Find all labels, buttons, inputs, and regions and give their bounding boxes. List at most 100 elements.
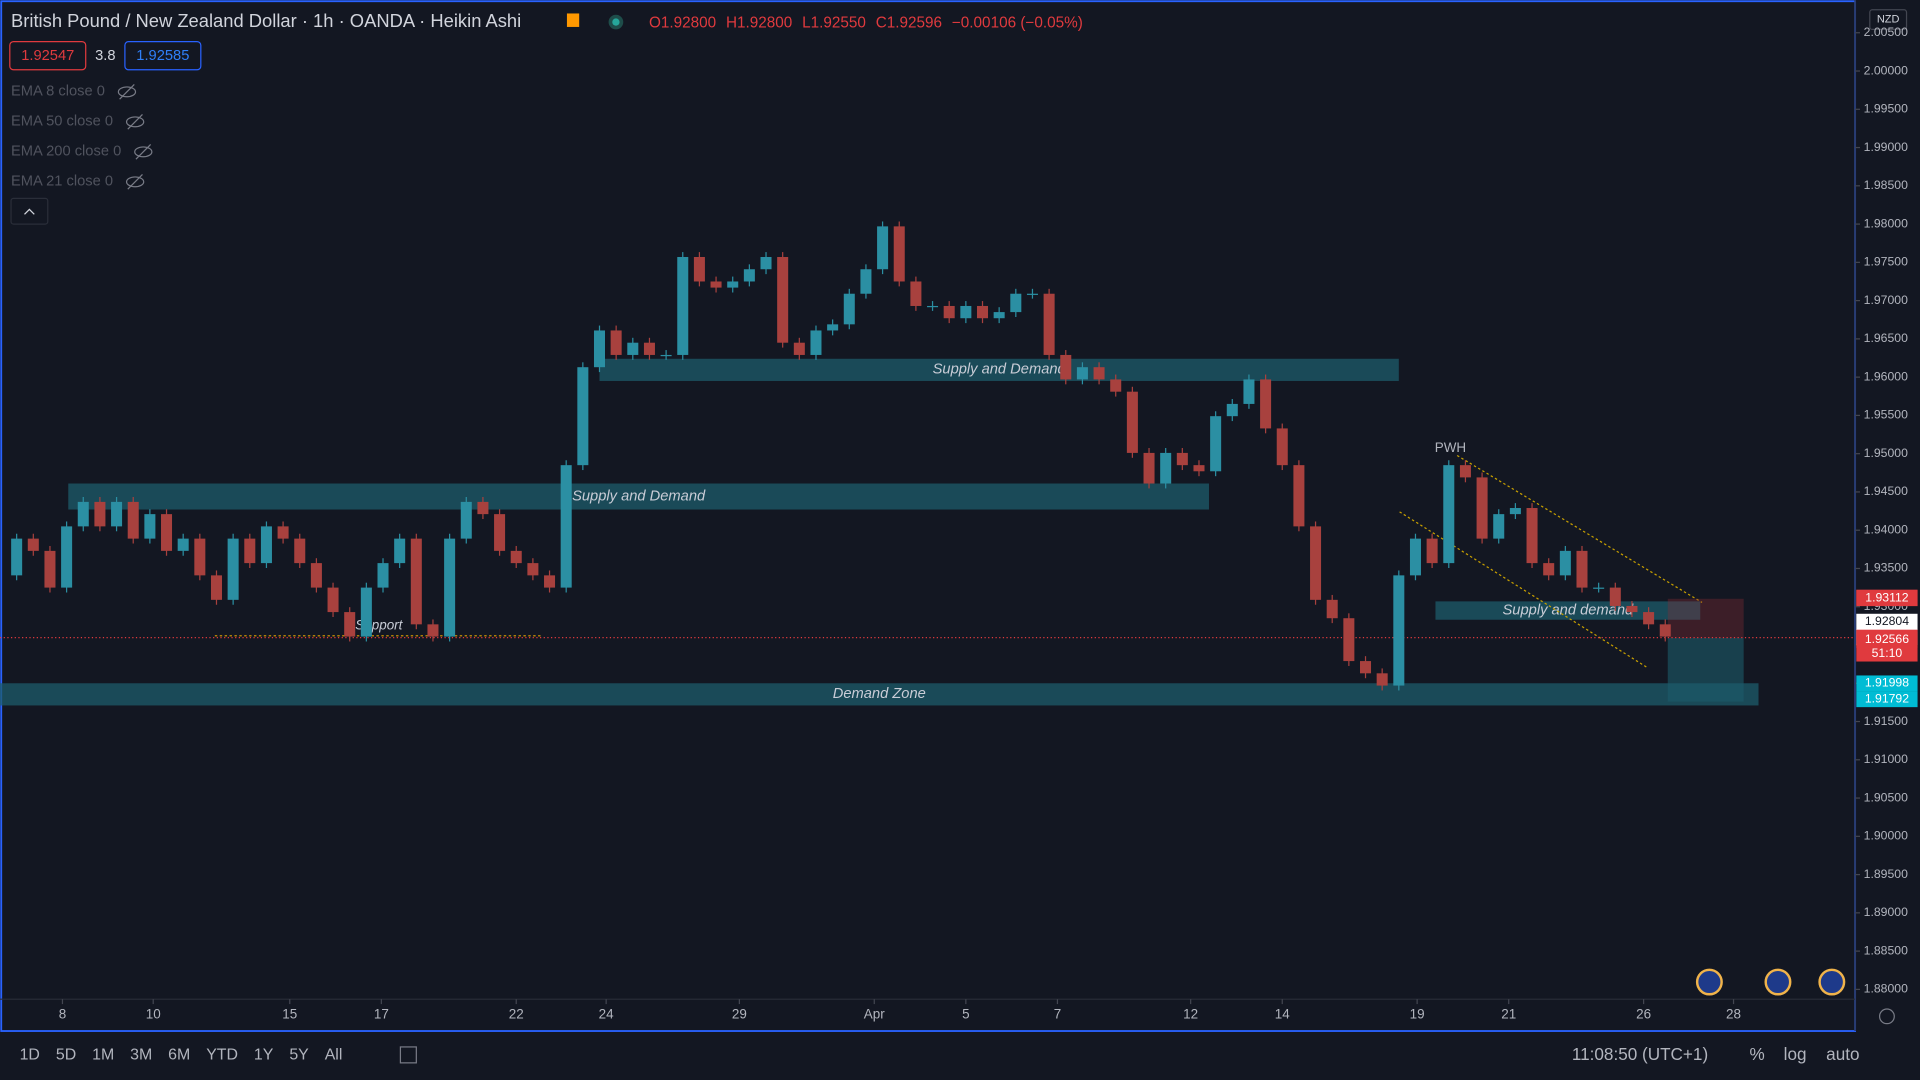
candle — [277, 526, 289, 539]
price-tag-label: 1.92804 — [1865, 614, 1909, 628]
candle — [810, 330, 822, 355]
ohlc-value: −0.00106 (−0.05%) — [952, 14, 1083, 31]
settings-icon[interactable] — [1878, 1008, 1895, 1025]
y-tick-label: 1.97000 — [1864, 293, 1908, 307]
range-button[interactable]: 1M — [92, 1047, 114, 1064]
candle — [743, 269, 755, 282]
candle — [144, 514, 156, 539]
hide-icon[interactable] — [117, 86, 137, 98]
hide-icon-slash — [135, 144, 152, 160]
buy-button[interactable] — [124, 41, 202, 71]
x-tick-label: 15 — [282, 1007, 297, 1022]
candle — [1010, 293, 1022, 313]
candle — [1093, 367, 1105, 380]
x-tick-label: 5 — [962, 1007, 969, 1022]
scale-option[interactable]: % — [1750, 1044, 1765, 1064]
price-tag-label: 1.92566 — [1865, 632, 1909, 646]
candle — [1559, 550, 1571, 576]
y-tick-label: 1.96500 — [1864, 331, 1908, 345]
candle — [560, 465, 572, 588]
hide-icon-slash — [119, 84, 135, 100]
candle — [827, 324, 839, 331]
event-gbp[interactable] — [1695, 968, 1723, 996]
x-tick-label: 8 — [59, 1007, 66, 1022]
y-tick-label: 1.98500 — [1864, 178, 1908, 192]
y-tick-label: 1.94500 — [1864, 484, 1908, 498]
candle — [910, 281, 922, 306]
range-button[interactable]: 6M — [168, 1047, 190, 1064]
zone-label: Demand Zone — [833, 686, 926, 702]
candle — [294, 538, 306, 564]
zone-label: Supply and demand — [1503, 602, 1634, 618]
y-tick-label: 1.88500 — [1864, 943, 1908, 957]
range-button[interactable]: 5D — [56, 1047, 76, 1064]
candle — [710, 281, 722, 288]
event-nzd-2[interactable] — [1818, 968, 1846, 996]
x-tick-label: 17 — [374, 1007, 389, 1022]
candle — [360, 587, 372, 637]
sell-price[interactable]: 1.92547 — [21, 48, 74, 64]
scale-option[interactable]: log — [1784, 1044, 1807, 1064]
hide-icon[interactable] — [125, 176, 145, 188]
sell-button[interactable] — [9, 41, 87, 71]
candle — [1260, 379, 1272, 429]
candle — [44, 550, 56, 588]
y-tick-label: 1.89500 — [1864, 867, 1908, 881]
y-tick-label: 1.91000 — [1864, 752, 1908, 766]
price-tag-label: 1.93112 — [1865, 590, 1909, 604]
candle — [460, 501, 472, 539]
range-button[interactable]: 3M — [130, 1047, 152, 1064]
event-nzd[interactable] — [1764, 968, 1792, 996]
candle — [1160, 452, 1172, 484]
flag-icon[interactable] — [566, 13, 580, 27]
candle — [1326, 599, 1338, 619]
range-button[interactable]: 1D — [20, 1047, 40, 1064]
hide-icon[interactable] — [134, 146, 153, 158]
position-reward — [1667, 637, 1744, 702]
candle — [760, 256, 772, 270]
candle — [1243, 379, 1255, 404]
candle — [1593, 587, 1605, 589]
countdown: 51:10 — [1872, 646, 1903, 660]
candle — [1026, 293, 1038, 295]
x-tick-label: 24 — [599, 1007, 614, 1022]
candle — [427, 624, 439, 637]
y-tick-label: 1.99000 — [1864, 140, 1908, 154]
candle — [693, 256, 705, 282]
x-tick-label: 7 — [1054, 1007, 1061, 1022]
candle — [527, 563, 539, 576]
range-button[interactable]: 1Y — [254, 1047, 274, 1064]
x-tick-label: 29 — [732, 1007, 747, 1022]
hide-icon[interactable] — [125, 116, 145, 128]
candle — [843, 293, 855, 325]
range-button[interactable]: 5Y — [289, 1047, 309, 1064]
channel-line — [1456, 454, 1703, 603]
x-tick-label: 12 — [1183, 1007, 1198, 1022]
candle — [194, 538, 206, 576]
price-tag — [1856, 613, 1918, 630]
candle — [1659, 624, 1671, 637]
scale-option[interactable]: auto — [1826, 1044, 1859, 1064]
range-button[interactable]: YTD — [206, 1047, 238, 1064]
collapse-button[interactable] — [10, 197, 49, 225]
date-range-icon[interactable] — [399, 1046, 417, 1064]
ohlc-value: H1.92800 — [726, 14, 792, 31]
candle — [377, 563, 389, 588]
candle — [1443, 465, 1455, 564]
candle — [1643, 612, 1655, 625]
candle — [777, 256, 789, 343]
candle — [593, 330, 606, 368]
y-tick-label: 1.90000 — [1864, 829, 1908, 843]
plot: Supply and Demand Supply and Demand Demand… — [0, 221, 1856, 706]
buy-price[interactable]: 1.92585 — [136, 48, 189, 64]
price-tag-label: 1.91792 — [1865, 691, 1909, 705]
range-button[interactable]: All — [325, 1047, 343, 1064]
candle — [1409, 538, 1421, 576]
zone — [0, 683, 1759, 706]
countdown-box — [1856, 645, 1918, 662]
currency: NZD — [1877, 13, 1900, 25]
y-tick-label: 1.99500 — [1864, 102, 1908, 116]
x-tick-label: 22 — [509, 1007, 524, 1022]
y-tick-label: 1.88000 — [1864, 982, 1908, 996]
